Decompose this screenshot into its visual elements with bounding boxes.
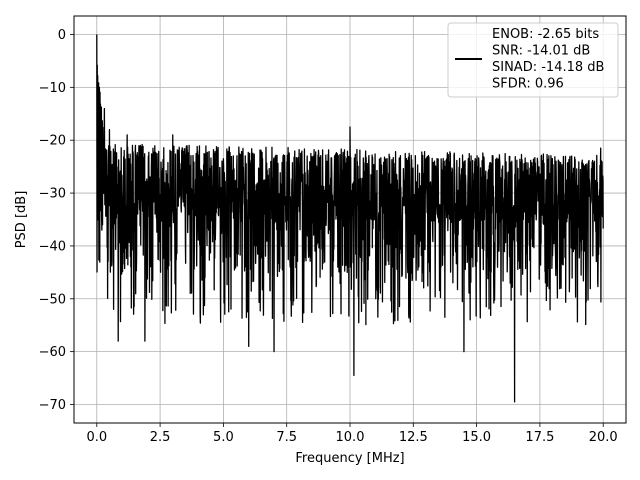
x-tick-label: 5.0 [213,430,234,445]
x-tick-label: 7.5 [276,430,297,445]
y-tick-label: −60 [39,345,66,360]
x-tick-label: 20.0 [589,430,618,445]
y-tick-label: −10 [39,81,66,96]
legend-sinad: SINAD: -14.18 dB [492,60,604,75]
psd-series-line [96,34,604,403]
legend-enob: ENOB: -2.65 bits [492,27,599,42]
y-tick-label: 0 [58,28,66,43]
x-tick-label: 10.0 [336,430,365,445]
y-tick-label: −50 [39,292,66,307]
x-tick-label: 12.5 [399,430,428,445]
legend-snr: SNR: -14.01 dB [492,44,590,59]
legend-sfdr: SFDR: 0.96 [492,77,564,92]
axis-ticks: 0.0 2.5 5.0 7.5 10.0 12.5 15.0 17.5 20.0 0 −10 −20 −… [39,28,618,445]
y-tick-label: −40 [39,239,66,254]
plot-area [96,34,604,403]
x-tick-label: 17.5 [525,430,554,445]
y-tick-label: −20 [39,134,66,149]
legend-box [447,22,619,98]
x-tick-label: 0.0 [86,430,107,445]
y-tick-label: −70 [39,398,66,413]
x-tick-label: 2.5 [150,430,171,445]
x-axis-label: Frequency [MHz] [295,451,404,466]
y-axis-label: PSD [dB] [14,191,29,249]
legend: ENOB: -2.65 bits SNR: -14.01 dB SINAD: -… [447,22,619,98]
y-tick-label: −30 [39,187,66,202]
x-tick-label: 15.0 [462,430,491,445]
